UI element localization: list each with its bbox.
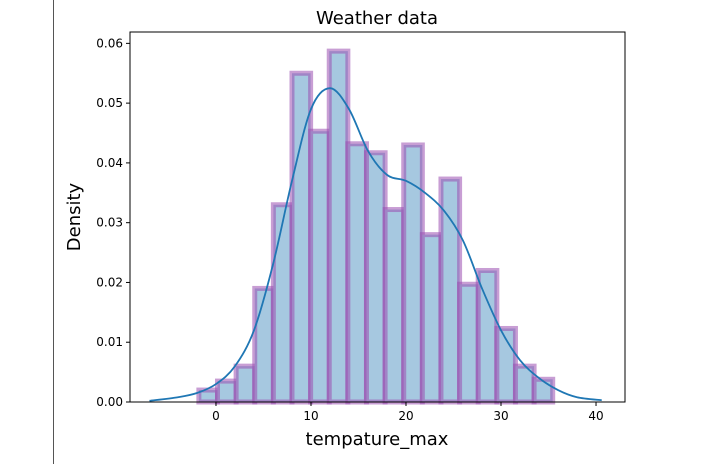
panel-divider — [53, 0, 54, 464]
histogram-bar — [438, 176, 463, 405]
x-tick-label: 0 — [212, 409, 220, 423]
y-axis-label: Density — [64, 182, 85, 251]
histogram-bar — [345, 141, 369, 405]
x-tick-label: 20 — [398, 409, 413, 423]
histogram-bar — [215, 378, 239, 405]
histogram-bar — [419, 232, 444, 405]
y-tick-label: 0.01 — [96, 335, 123, 349]
histogram-bar — [289, 70, 314, 405]
chart-title: Weather data — [316, 8, 438, 29]
histogram-bar — [308, 128, 332, 405]
y-tick-label: 0.00 — [96, 395, 123, 409]
x-axis-label: tempature_max — [306, 429, 449, 450]
y-tick-label: 0.04 — [96, 156, 123, 170]
histogram-bar — [531, 376, 556, 405]
axes-frame — [129, 31, 626, 403]
histogram-bar — [382, 207, 407, 405]
histogram-bar — [457, 281, 481, 405]
histogram-bar — [363, 150, 388, 405]
histogram-bar — [252, 285, 276, 405]
kde-line — [149, 87, 602, 402]
y-tick-label: 0.06 — [96, 36, 123, 50]
x-tick-label: 10 — [303, 409, 318, 423]
x-tick-label: 40 — [588, 409, 603, 423]
histogram-bar — [270, 202, 295, 405]
y-tick-label: 0.02 — [96, 275, 123, 289]
histogram-bar — [233, 363, 258, 405]
y-tick-label: 0.05 — [96, 96, 123, 110]
y-tick-label: 0.03 — [96, 216, 123, 230]
x-tick-label: 30 — [493, 409, 508, 423]
histogram-bar — [475, 267, 500, 405]
